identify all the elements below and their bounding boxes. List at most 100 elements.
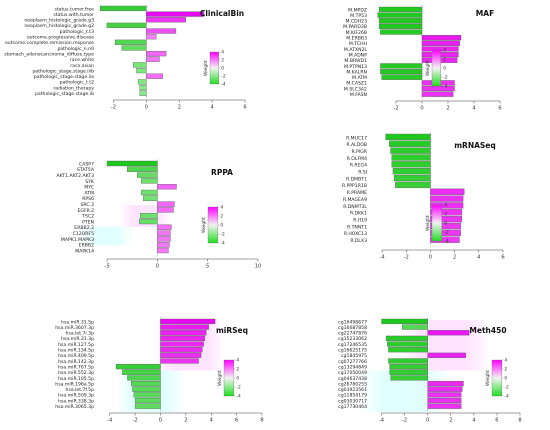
- bar-4: [157, 184, 177, 190]
- bar-3: [106, 22, 147, 28]
- bar-11: [380, 68, 423, 75]
- bar-15: [427, 403, 462, 409]
- chart-title: mRNASeq: [454, 141, 496, 150]
- bar-11: [157, 224, 172, 230]
- category-label: hsa.miR.127.5p: [58, 342, 94, 348]
- category-label: CASP7: [79, 161, 94, 167]
- bar-8: [389, 364, 428, 370]
- x-tick-label: 4: [472, 106, 476, 112]
- bar-10: [133, 62, 147, 68]
- category-label: M.ERBB3: [346, 36, 367, 42]
- bar-15: [139, 90, 147, 96]
- x-tick-label: -2: [404, 255, 409, 261]
- x-tick-label: 10: [255, 264, 262, 270]
- bar-7: [121, 45, 147, 51]
- bar-5: [388, 347, 428, 353]
- category-label: hsa.miR.3065.3p: [55, 404, 94, 410]
- chart-title: RPPA: [211, 168, 233, 177]
- category-label: M.FASN: [350, 92, 367, 98]
- x-tick-label: -2: [111, 105, 116, 111]
- category-label: R.TNNT1: [347, 224, 367, 230]
- x-tick-label: 0: [156, 264, 159, 270]
- x-tick-label: -2: [402, 418, 407, 424]
- category-label: MAPK1.MAPK3: [61, 237, 94, 243]
- category-label: R.DKK1: [350, 211, 367, 217]
- category-label: SYK: [85, 179, 95, 185]
- bar-1: [402, 324, 428, 330]
- category-label: pathologic_stage.stage.ib: [35, 91, 94, 97]
- category-label: hsa.miR.338.3p: [58, 398, 94, 404]
- bar-15: [134, 403, 161, 409]
- category-label: cg26780255: [338, 381, 367, 387]
- bar-10: [380, 63, 423, 69]
- bar-9: [122, 369, 161, 375]
- category-label: PTEN: [82, 219, 94, 225]
- category-label: M.KIF26B: [346, 30, 367, 36]
- x-tick-label: -4: [107, 418, 113, 424]
- x-tick-label: 0: [159, 418, 162, 424]
- bar-14: [134, 397, 161, 404]
- category-label: hsa.miR.509.3p: [58, 393, 94, 399]
- bar-2: [427, 330, 470, 336]
- legend-tick-label: -2: [236, 385, 241, 391]
- x-tick-label: 6: [501, 255, 504, 261]
- category-label: M.SLC3A2: [344, 86, 367, 92]
- bar-4: [160, 341, 204, 347]
- bar-15: [421, 91, 454, 97]
- legend-title: Weight: [201, 217, 207, 233]
- category-label: AKT1.AKT2.AKT3: [57, 173, 95, 179]
- bar-6: [143, 195, 158, 201]
- legend-tick-label: -2: [220, 232, 225, 238]
- legend-tick-label: -4: [236, 394, 241, 400]
- x-tick-label: -2: [393, 106, 398, 112]
- bar-9: [389, 369, 428, 375]
- legend-tick-label: -4: [444, 239, 449, 245]
- x-tick-label: -4: [379, 418, 385, 424]
- bar-11: [131, 380, 161, 387]
- category-label: cg16498677: [338, 319, 367, 325]
- panel-glow: [80, 227, 132, 245]
- bar-2: [160, 330, 207, 336]
- x-tick-label: 2: [446, 106, 449, 112]
- legend-tick-label: -2: [504, 385, 509, 391]
- bar-4: [387, 341, 428, 347]
- bar-11: [430, 209, 463, 216]
- legend-tick-label: -4: [221, 82, 226, 88]
- chart-panel-5: cg16498677cg16687858cg22747876cg15233062…: [338, 317, 522, 424]
- category-label: pathologic_t.t3: [60, 29, 94, 35]
- category-label: M.BRWD1: [344, 58, 367, 64]
- category-label: cg17730464: [338, 404, 367, 410]
- category-label: MYC: [84, 185, 94, 191]
- bar-6: [421, 40, 460, 46]
- category-label: R.PRAME: [347, 190, 367, 196]
- category-label: ERBB2.2: [74, 225, 94, 231]
- category-label: R.PIGR: [352, 149, 368, 155]
- category-label: R.SI: [358, 170, 367, 176]
- bar-12: [132, 386, 161, 392]
- category-label: outcome.complete.remission.response: [5, 40, 94, 46]
- category-label: R.MAGEA9: [343, 197, 367, 203]
- category-label: C12ORF5: [73, 231, 95, 237]
- legend-title: Weight: [217, 370, 223, 386]
- category-label: R.ALDOB: [347, 142, 368, 148]
- legend-tick-label: 2: [443, 57, 446, 63]
- bar-10: [430, 202, 464, 209]
- category-label: ATM: [84, 190, 94, 196]
- category-label: hsa.miR.31.5p: [61, 319, 94, 325]
- bar-14: [421, 85, 455, 92]
- legend-tick-label: 0: [220, 223, 223, 229]
- legend-tick-label: 0: [236, 376, 239, 382]
- bar-13: [133, 392, 161, 398]
- x-tick-label: 0: [429, 255, 432, 261]
- legend-tick-label: 4: [236, 358, 239, 364]
- category-label: ERBB2: [79, 243, 94, 249]
- bar-6: [394, 174, 431, 182]
- category-label: neoplasm_histologic_grade.g2: [24, 23, 94, 29]
- x-tick-label: 4: [210, 418, 214, 424]
- legend-tick-label: 4: [504, 358, 507, 364]
- bar-7: [157, 201, 175, 207]
- bar-8: [157, 207, 174, 213]
- bar-7: [395, 181, 431, 189]
- bar-3: [391, 154, 431, 161]
- category-label: R.H19: [353, 217, 367, 223]
